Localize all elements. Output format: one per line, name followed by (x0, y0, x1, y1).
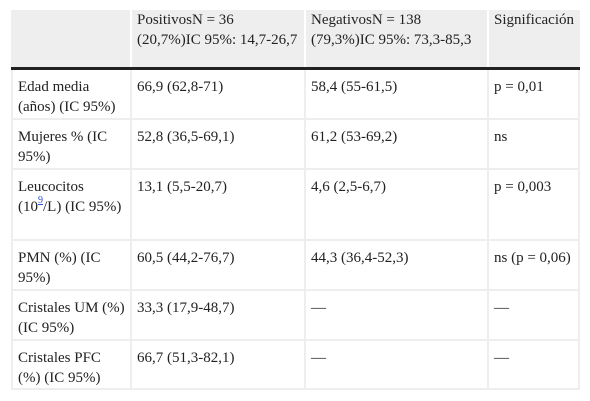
row-label: Leucocitos (109/L) (IC 95%) (11, 170, 132, 241)
positivos-cell: 33,3 (17,9-48,7) (132, 291, 306, 341)
header-row: PositivosN = 36 (20,7%)IC 95%: 14,7-26,7… (11, 10, 580, 67)
header-negativos: NegativosN = 138 (79,3%)IC 95%: 73,3-85,… (306, 10, 489, 67)
table-row: Cristales UM (%) (IC 95%) 33,3 (17,9-48,… (11, 291, 580, 341)
row-label-pre: Leucocitos (10 (18, 179, 84, 215)
negativos-cell: — (306, 341, 489, 390)
row-label: Edad media (años) (IC 95%) (11, 70, 132, 120)
table-row: Mujeres % (IC 95%) 52,8 (36,5-69,1) 61,2… (11, 120, 580, 170)
significacion-cell: p = 0,01 (489, 70, 580, 120)
header-significacion: Significación (489, 10, 580, 67)
footnote-link[interactable]: 9 (38, 195, 43, 206)
positivos-cell: 52,8 (36,5-69,1) (132, 120, 306, 170)
row-label: Cristales UM (%) (IC 95%) (11, 291, 132, 341)
results-table: PositivosN = 36 (20,7%)IC 95%: 14,7-26,7… (11, 10, 580, 390)
negativos-cell: 4,6 (2,5-6,7) (306, 170, 489, 241)
table-row: Edad media (años) (IC 95%) 66,9 (62,8-71… (11, 70, 580, 120)
header-positivos: PositivosN = 36 (20,7%)IC 95%: 14,7-26,7 (132, 10, 306, 67)
table-row: Leucocitos (109/L) (IC 95%) 13,1 (5,5-20… (11, 170, 580, 241)
row-label: PMN (%) (IC 95%) (11, 241, 132, 291)
negativos-cell: 58,4 (55-61,5) (306, 70, 489, 120)
negativos-cell: 44,3 (36,4-52,3) (306, 241, 489, 291)
positivos-cell: 60,5 (44,2-76,7) (132, 241, 306, 291)
negativos-cell: — (306, 291, 489, 341)
row-label: Cristales PFC (%) (IC 95%) (11, 341, 132, 390)
positivos-cell: 66,7 (51,3-82,1) (132, 341, 306, 390)
significacion-cell: — (489, 291, 580, 341)
significacion-cell: — (489, 341, 580, 390)
positivos-cell: 66,9 (62,8-71) (132, 70, 306, 120)
row-label-post: /L) (IC 95%) (43, 199, 122, 215)
header-rule (11, 67, 580, 70)
table-row: PMN (%) (IC 95%) 60,5 (44,2-76,7) 44,3 (… (11, 241, 580, 291)
significacion-cell: ns (p = 0,06) (489, 241, 580, 291)
significacion-cell: ns (489, 120, 580, 170)
header-empty-cell (11, 10, 132, 67)
significacion-cell: p = 0,003 (489, 170, 580, 241)
positivos-cell: 13,1 (5,5-20,7) (132, 170, 306, 241)
row-label: Mujeres % (IC 95%) (11, 120, 132, 170)
table-row: Cristales PFC (%) (IC 95%) 66,7 (51,3-82… (11, 341, 580, 390)
negativos-cell: 61,2 (53-69,2) (306, 120, 489, 170)
